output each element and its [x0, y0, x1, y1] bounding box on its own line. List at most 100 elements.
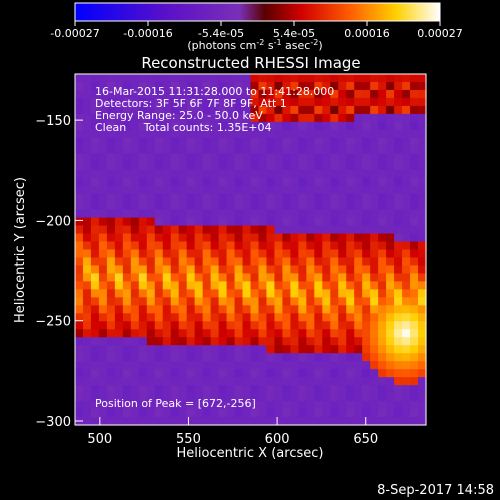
- heatmap-cell: [154, 233, 164, 243]
- heatmap-cell: [75, 265, 84, 275]
- heatmap-cell: [194, 257, 204, 267]
- heatmap-cell: [202, 273, 212, 283]
- heatmap-cell: [354, 225, 363, 235]
- heatmap-cell: [386, 241, 395, 251]
- heatmap-cell: [362, 74, 371, 83]
- colorbar-gradient: [75, 3, 440, 21]
- heatmap-cell: [162, 361, 172, 370]
- heatmap-cell: [234, 257, 244, 267]
- heatmap-cell: [418, 393, 427, 402]
- heatmap-cell: [138, 417, 148, 426]
- heatmap-cell: [418, 233, 427, 243]
- heatmap-cell: [98, 233, 108, 243]
- heatmap-cell: [242, 169, 252, 179]
- heatmap-cell: [98, 129, 108, 139]
- heatmap-cell: [402, 129, 411, 139]
- y-tick-label: −300: [35, 415, 71, 430]
- heatmap-cell: [162, 353, 172, 362]
- heatmap-cell: [402, 241, 411, 251]
- heatmap-cell: [75, 313, 84, 322]
- heatmap-cell: [250, 313, 260, 322]
- heatmap-cell: [90, 129, 100, 139]
- heatmap-cell: [330, 209, 339, 219]
- heatmap-cell: [226, 401, 236, 410]
- heatmap-cell: [394, 369, 403, 378]
- heatmap-cell: [178, 281, 188, 290]
- plot-frame: [74, 73, 427, 426]
- heatmap-cell: [186, 89, 196, 99]
- heatmap-cell: [75, 393, 84, 402]
- heatmap-cell: [322, 369, 331, 378]
- heatmap-cell: [386, 121, 395, 131]
- heatmap-cell: [314, 209, 323, 219]
- heatmap-cell: [194, 385, 204, 394]
- heatmap-cell: [218, 241, 228, 251]
- heatmap-cell: [394, 337, 403, 346]
- heatmap-cell: [306, 417, 315, 426]
- heatmap-cell: [250, 417, 260, 426]
- heatmap-cell: [98, 153, 108, 163]
- heatmap-cell: [194, 289, 204, 298]
- heatmap-cell: [210, 313, 220, 322]
- heatmap-cell: [386, 81, 395, 91]
- heatmap-cell: [234, 153, 244, 163]
- heatmap-cell: [82, 273, 92, 283]
- heatmap-cell: [402, 169, 411, 179]
- heatmap-cell: [218, 193, 228, 203]
- heatmap-cell: [114, 241, 124, 251]
- heatmap-cell: [394, 289, 403, 298]
- heatmap-cell: [122, 137, 132, 147]
- heatmap-cell: [106, 113, 116, 123]
- heatmap-cell: [402, 89, 411, 99]
- heatmap-cell: [130, 249, 140, 259]
- heatmap-cell: [274, 273, 284, 283]
- heatmap-cell: [298, 193, 307, 203]
- heatmap-cell: [186, 129, 196, 139]
- heatmap-cell: [410, 265, 419, 275]
- heatmap-cell: [194, 89, 204, 99]
- heatmap-cell: [90, 401, 100, 410]
- heatmap-cell: [370, 201, 379, 211]
- heatmap-cell: [218, 377, 228, 386]
- heatmap-cell: [258, 337, 268, 346]
- heatmap-cell: [346, 129, 355, 139]
- heatmap-cell: [394, 409, 403, 418]
- heatmap-cell: [138, 137, 148, 147]
- heatmap-cell: [306, 401, 315, 410]
- heatmap-cell: [82, 225, 92, 235]
- heatmap-cell: [418, 313, 427, 322]
- heatmap-cell: [194, 417, 204, 426]
- heatmap-cell: [282, 193, 291, 203]
- heatmap-cell: [346, 97, 355, 107]
- heatmap-cell: [202, 337, 212, 346]
- heatmap-cell: [170, 137, 180, 147]
- heatmap-cell: [194, 113, 204, 123]
- heatmap-cell: [202, 305, 212, 314]
- heatmap-cell: [138, 225, 148, 235]
- heatmap-cell: [282, 153, 291, 163]
- heatmap-cell: [98, 185, 108, 195]
- heatmap-cell: [290, 265, 299, 275]
- heatmap-cell: [82, 137, 92, 147]
- heatmap-cell: [90, 201, 100, 211]
- heatmap-cell: [386, 409, 395, 418]
- heatmap-cell: [162, 193, 172, 203]
- heatmap-cell: [306, 393, 315, 402]
- heatmap-cell: [306, 361, 315, 370]
- heatmap-cell: [162, 225, 172, 235]
- heatmap-cell: [186, 345, 196, 354]
- heatmap-cell: [338, 281, 347, 290]
- heatmap-cell: [378, 329, 387, 338]
- heatmap-cell: [250, 289, 260, 298]
- heatmap-cell: [402, 273, 411, 283]
- heatmap-cell: [282, 369, 291, 378]
- heatmap-cell: [410, 97, 419, 107]
- heatmap-cell: [194, 129, 204, 139]
- heatmap-cell: [330, 361, 339, 370]
- heatmap-cell: [82, 129, 92, 139]
- heatmap-cell: [162, 161, 172, 171]
- heatmap-cell: [234, 225, 244, 235]
- heatmap-cell: [402, 153, 411, 163]
- heatmap-cell: [75, 89, 84, 99]
- heatmap-cell: [258, 241, 268, 251]
